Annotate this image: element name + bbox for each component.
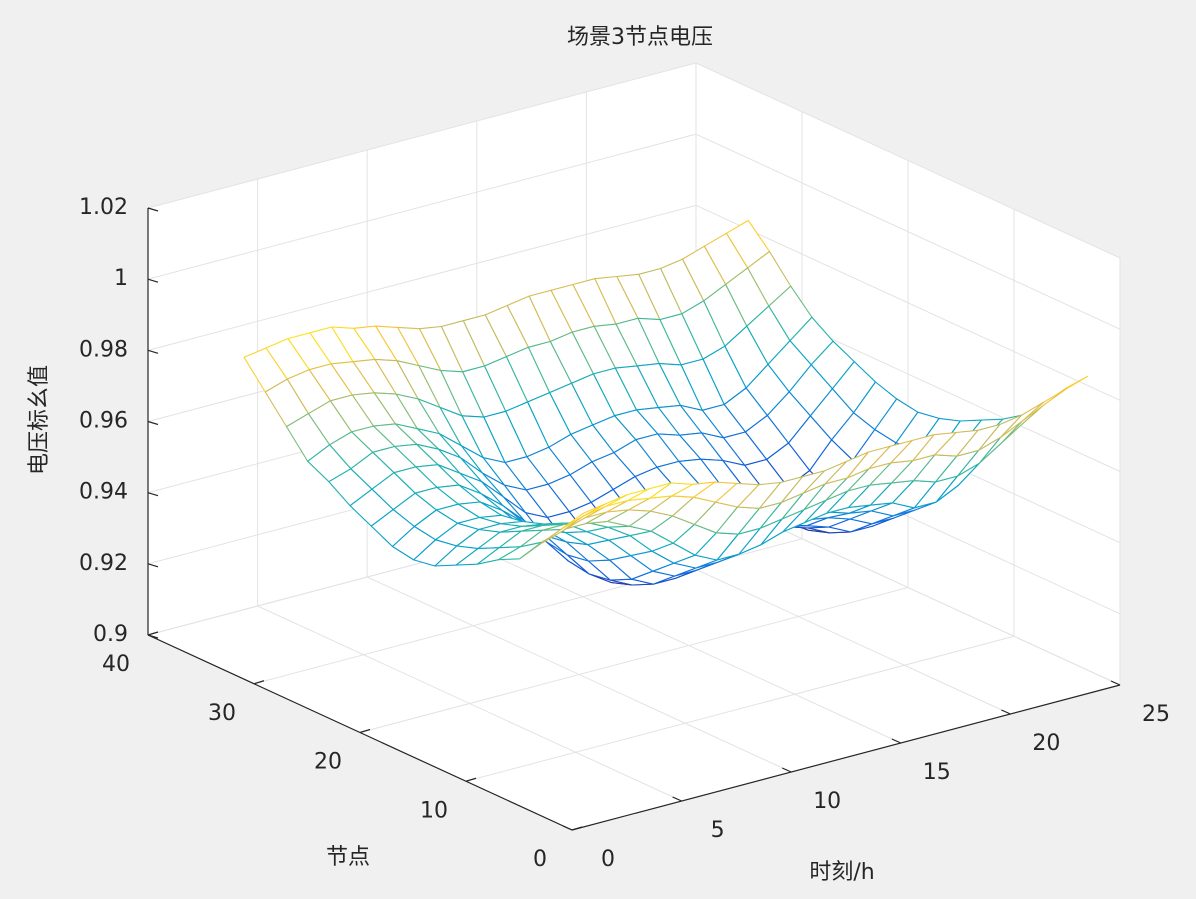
z-tick-label: 1 — [114, 266, 128, 291]
x-tick — [891, 738, 902, 744]
x-tick-label: 5 — [711, 818, 725, 843]
x-axis-label: 时刻/h — [809, 860, 874, 885]
y-tick-label: 40 — [102, 652, 130, 677]
grid-line — [695, 133, 1121, 330]
x-tick-label: 0 — [601, 847, 615, 872]
x-tick-label: 15 — [923, 760, 951, 785]
mesh-surface — [243, 219, 1089, 586]
x-tick-label: 10 — [813, 789, 841, 814]
y-tick — [253, 680, 265, 685]
y-tick-label: 30 — [208, 701, 236, 726]
z-tick-label: 0.94 — [79, 480, 128, 505]
x-tick — [672, 796, 682, 802]
grid-line — [147, 204, 697, 351]
grid-line — [359, 587, 909, 733]
y-tick — [571, 826, 583, 831]
x-axis-line — [571, 684, 1121, 831]
z-tick — [147, 634, 159, 639]
x-tick — [562, 825, 573, 831]
z-tick-label: 0.96 — [79, 409, 128, 434]
grid-line — [465, 635, 1015, 782]
z-tick — [147, 492, 159, 497]
y-tick — [359, 728, 371, 734]
y-tick-label: 10 — [420, 798, 448, 823]
x-tick — [781, 767, 792, 773]
z-tick — [147, 207, 159, 212]
grid-line — [695, 204, 1121, 401]
x-tick — [1001, 709, 1011, 715]
z-tick-label: 0.98 — [79, 337, 128, 362]
mesh-cell — [561, 503, 606, 530]
chart-title: 场景3节点电压 — [567, 25, 713, 50]
x-tick-label: 20 — [1032, 731, 1060, 756]
grid-line — [147, 62, 697, 209]
y-tick — [147, 631, 159, 636]
grid-line — [695, 62, 1121, 259]
z-tick-label: 1.02 — [79, 195, 128, 220]
x-tick-label: 25 — [1142, 702, 1170, 727]
z-axis-label: 电压标幺值 — [27, 365, 52, 475]
z-tick — [147, 563, 159, 568]
z-tick — [147, 420, 159, 426]
z-tick — [147, 278, 159, 283]
grid-line — [147, 133, 697, 280]
y-tick — [465, 777, 477, 782]
axes: 0 5 10 15 20 25 0 10 20 30 40 0.9 0.92 0.94 0.96 0.98 1 1… — [79, 195, 1170, 872]
z-tick-label: 0.92 — [79, 551, 128, 576]
z-tick — [147, 349, 159, 354]
x-tick — [1110, 680, 1121, 686]
y-tick-label: 20 — [314, 750, 342, 775]
z-tick-label: 0.9 — [93, 622, 128, 647]
y-tick-label: 0 — [533, 847, 547, 872]
y-axis-label: 节点 — [326, 845, 370, 870]
